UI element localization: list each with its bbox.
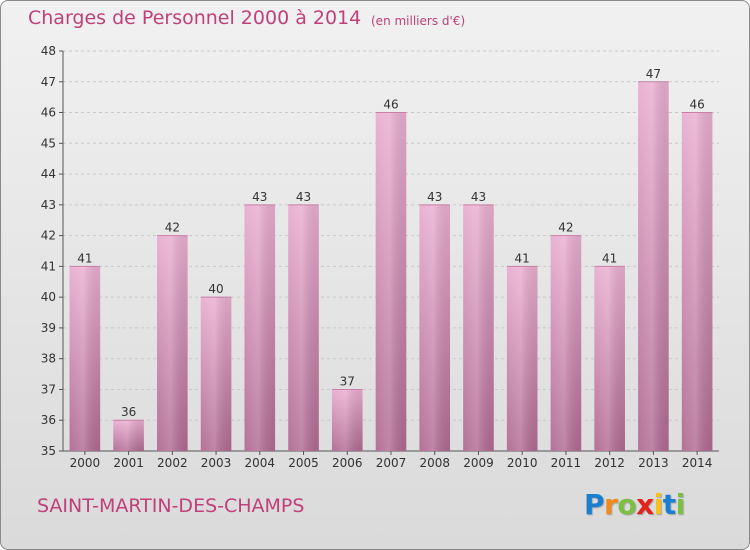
- data-label: 42: [558, 221, 573, 235]
- commune-name: SAINT-MARTIN-DES-CHAMPS: [37, 495, 305, 517]
- bar-shine: [638, 81, 669, 452]
- x-tick-label: 2000: [70, 456, 101, 470]
- x-tick-label: 2012: [594, 456, 625, 470]
- logo-letter: x: [636, 488, 654, 521]
- bar-shine: [375, 112, 407, 452]
- data-label: 43: [427, 190, 442, 204]
- data-label: 43: [252, 190, 267, 204]
- logo-letter: t: [662, 488, 676, 521]
- bar-shine: [244, 204, 276, 451]
- chart-subtitle: (en milliers d'€): [371, 14, 466, 28]
- bar-shine: [200, 297, 232, 451]
- x-tick-label: 2014: [682, 456, 713, 470]
- data-label: 37: [340, 374, 355, 388]
- bar-shine: [331, 389, 363, 451]
- y-tick-label: 40: [41, 290, 56, 304]
- x-tick-label: 2009: [463, 456, 494, 470]
- y-tick-label: 39: [41, 321, 56, 335]
- y-tick-label: 41: [41, 259, 56, 273]
- y-tick-label: 47: [41, 75, 56, 89]
- logo-letter: r: [604, 488, 618, 521]
- bar-shine: [113, 420, 144, 451]
- x-tick-label: 2013: [638, 456, 669, 470]
- bar-shine: [463, 204, 494, 451]
- y-tick-label: 36: [41, 413, 56, 427]
- bar-shine: [550, 235, 582, 451]
- data-label: 41: [515, 251, 530, 265]
- data-label: 46: [689, 98, 704, 112]
- y-tick-label: 37: [41, 382, 56, 396]
- y-tick-label: 38: [41, 352, 56, 366]
- x-tick-label: 2003: [201, 456, 232, 470]
- data-label: 36: [121, 405, 136, 419]
- y-tick-label: 43: [41, 198, 56, 212]
- bar-shine: [419, 204, 451, 451]
- x-tick-label: 2002: [157, 456, 188, 470]
- chart-title: Charges de Personnel 2000 à 2014: [28, 7, 362, 29]
- y-tick-label: 35: [41, 444, 56, 458]
- data-label: 41: [602, 251, 617, 265]
- x-tick-label: 2006: [332, 456, 363, 470]
- bar-shine: [157, 235, 188, 451]
- bar-shine: [506, 266, 538, 451]
- data-label: 41: [77, 251, 92, 265]
- data-label: 43: [471, 190, 486, 204]
- x-tick-label: 2008: [419, 456, 450, 470]
- x-tick-label: 2010: [507, 456, 538, 470]
- y-tick-label: 46: [41, 106, 56, 120]
- data-label: 46: [383, 98, 398, 112]
- bar-shine: [288, 204, 319, 451]
- bar-shine: [69, 266, 101, 451]
- data-label: 40: [208, 282, 223, 296]
- y-tick-label: 44: [41, 167, 56, 181]
- logo-letter: P: [584, 488, 605, 521]
- x-tick-label: 2005: [288, 456, 319, 470]
- logo-letter: i: [653, 488, 664, 521]
- x-tick-label: 2001: [113, 456, 144, 470]
- x-tick-label: 2011: [551, 456, 582, 470]
- bar-shine: [594, 266, 625, 451]
- x-tick-label: 2007: [376, 456, 407, 470]
- y-tick-label: 48: [41, 44, 56, 58]
- data-label: 43: [296, 190, 311, 204]
- data-label: 42: [165, 221, 180, 235]
- logo-letter: i: [675, 488, 686, 521]
- proxiti-logo: Proxiti: [584, 488, 685, 521]
- data-label: 47: [646, 67, 661, 81]
- bar-shine: [681, 112, 713, 452]
- y-tick-label: 45: [41, 136, 56, 150]
- y-tick-label: 42: [41, 229, 56, 243]
- logo-letter: o: [617, 488, 637, 521]
- x-tick-label: 2004: [245, 456, 276, 470]
